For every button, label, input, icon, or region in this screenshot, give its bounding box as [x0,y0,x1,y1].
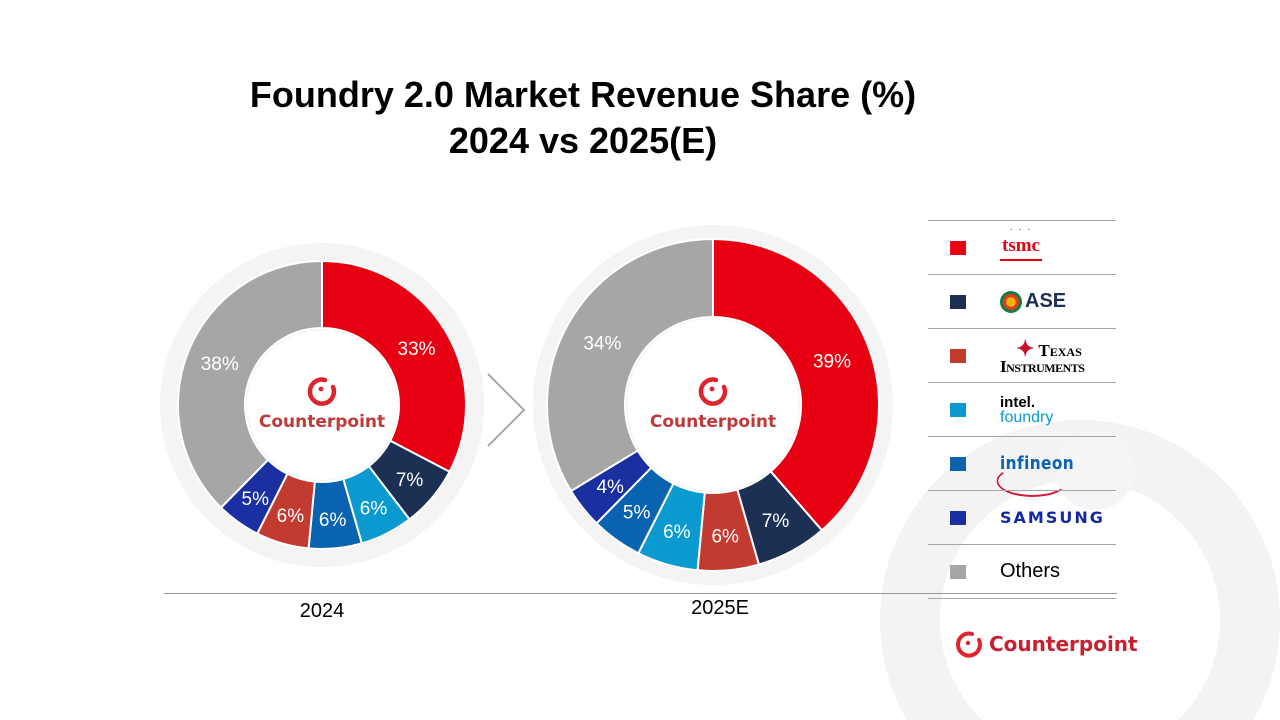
donut-2024: 33% 7% 6% 6% 6% 5% 38% Counterpoint [160,243,484,567]
counterpoint-logo-icon [956,631,982,658]
legend-item-texas-instruments: ✦ Texas Instruments [928,328,1116,382]
legend-swatch-texas-instruments [950,349,966,363]
donut-2025e: 39% 7% 6% 6% 5% 4% 34% Counterpoint [533,225,893,585]
samsung-logo-text: SAMSUNG [1000,508,1105,527]
data-label-intel-foundry: 6% [360,498,388,519]
data-label-texas-instruments: 6% [711,526,739,547]
chevron-right-icon [487,373,526,447]
data-label-samsung: 5% [242,489,270,510]
data-label-others: 38% [201,354,239,375]
legend-item-others: Others [928,544,1116,599]
legend-swatch-others [950,565,966,579]
ti-logo-text-2: Instruments [1000,356,1085,376]
baseline-divider [164,593,1117,594]
ase-logo-text: ASE [1025,290,1067,312]
counterpoint-footer-text: Counterpoint [989,632,1138,656]
infineon-logo-icon: infineon [996,437,1087,497]
counterpoint-footer-logo: Counterpoint [955,630,1138,658]
data-label-infineon: 5% [623,502,651,523]
center-logo-text: Counterpoint [650,412,776,432]
legend-item-intel-foundry: intel. foundry [928,382,1116,436]
slice-others [177,259,323,510]
data-label-texas-instruments: 6% [277,506,305,527]
slice-others [546,237,714,493]
title-line-2: 2024 vs 2025(E) [448,120,718,161]
data-label-ase: 7% [762,511,790,532]
legend-swatch-ase [950,295,966,309]
legend-swatch-infineon [950,457,966,471]
legend-item-tsmc: · · · tsmc [928,220,1116,274]
title-line-1: Foundry 2.0 Market Revenue Share (%) [249,74,917,115]
legend-item-ase: ASE [928,274,1116,328]
legend-swatch-samsung [950,511,966,525]
samsung-logo-icon: SAMSUNG [1000,491,1105,544]
legend-item-samsung: SAMSUNG [928,490,1116,544]
year-label-2025e: 2025E [691,597,749,619]
chart-title: Foundry 2.0 Market Revenue Share (%) 202… [150,72,1016,164]
others-label: Others [1000,545,1060,598]
data-label-intel-foundry: 6% [663,522,691,543]
foundry-logo-text: foundry [1000,408,1054,426]
counterpoint-logo-icon [307,377,337,406]
slice-tsmc [712,237,880,532]
legend-swatch-intel-foundry [950,403,966,417]
tsmc-logo-text: tsmc [1002,234,1040,256]
center-logo-text: Counterpoint [259,412,385,432]
texas-instruments-logo-icon: ✦ Texas Instruments [1000,329,1085,382]
slice-tsmc [321,259,467,474]
data-label-tsmc: 39% [813,352,851,373]
data-label-others: 34% [583,334,621,355]
texas-state-icon: ✦ [1016,335,1035,361]
legend-swatch-tsmc [950,241,966,255]
counterpoint-logo-icon [698,377,728,406]
ase-logo-icon: ASE [1000,275,1066,328]
legend-item-infineon: infineon [928,436,1116,497]
data-label-tsmc: 33% [398,339,436,360]
data-label-samsung: 4% [596,477,624,498]
tsmc-logo-icon: · · · tsmc [1000,221,1042,274]
year-label-2024: 2024 [299,600,345,622]
others-text: Others [1000,560,1061,582]
data-label-infineon: 6% [319,510,347,531]
intel-foundry-logo-icon: intel. foundry [1000,383,1053,436]
legend: · · · tsmc ASE ✦ Texas Instruments intel.… [928,220,1116,599]
data-label-ase: 7% [396,470,424,491]
ase-sun-icon [1000,290,1022,313]
ti-logo-text-1: Texas [1038,340,1082,360]
intel-logo-text: intel. [1000,393,1036,411]
